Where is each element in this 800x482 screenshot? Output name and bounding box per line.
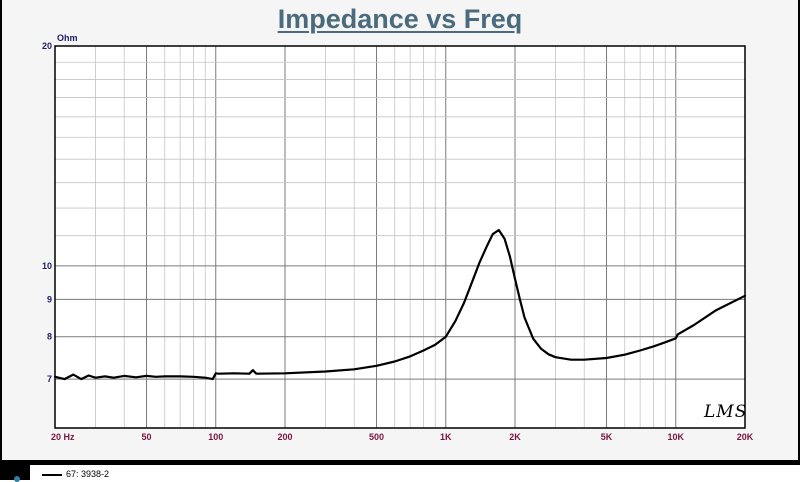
x-tick-label: 5K	[601, 432, 613, 442]
y-axis-label: Ohm	[57, 33, 78, 43]
x-tick-label: 20 Hz	[51, 432, 75, 442]
x-tick-label: 2K	[509, 432, 521, 442]
series-line	[53, 228, 747, 381]
y-tick-labels: 7 8 9 10 20	[42, 41, 52, 384]
chart-title: Impedance vs Freq	[277, 4, 523, 34]
plot-border	[54, 45, 746, 429]
y-tick-label: 10	[42, 261, 52, 271]
y-tick-label: 9	[47, 294, 52, 304]
grid-y	[55, 61, 745, 380]
legend-swatch	[42, 474, 62, 476]
legend: 67: 3938-2	[30, 465, 800, 480]
x-tick-label: 20K	[737, 432, 754, 442]
y-tick-label: 8	[47, 332, 52, 342]
x-tick-labels: 20 Hz 50 100 200 500 1K 2K 5K 10K 20K	[51, 432, 754, 442]
x-tick-label: 200	[277, 432, 292, 442]
x-tick-label: 50	[142, 432, 152, 442]
x-tick-label: 100	[208, 432, 223, 442]
lms-watermark: LMS	[704, 402, 748, 422]
y-tick-label: 20	[42, 41, 52, 51]
legend-label: 67: 3938-2	[66, 469, 110, 479]
legend-marker-icon	[14, 476, 20, 482]
y-tick-label: 7	[47, 374, 52, 384]
x-tick-label: 500	[369, 432, 384, 442]
series-group	[53, 228, 747, 381]
plot-area	[55, 46, 745, 428]
grid-x	[95, 46, 677, 428]
x-tick-label: 1K	[440, 432, 452, 442]
x-tick-label: 10K	[668, 432, 685, 442]
